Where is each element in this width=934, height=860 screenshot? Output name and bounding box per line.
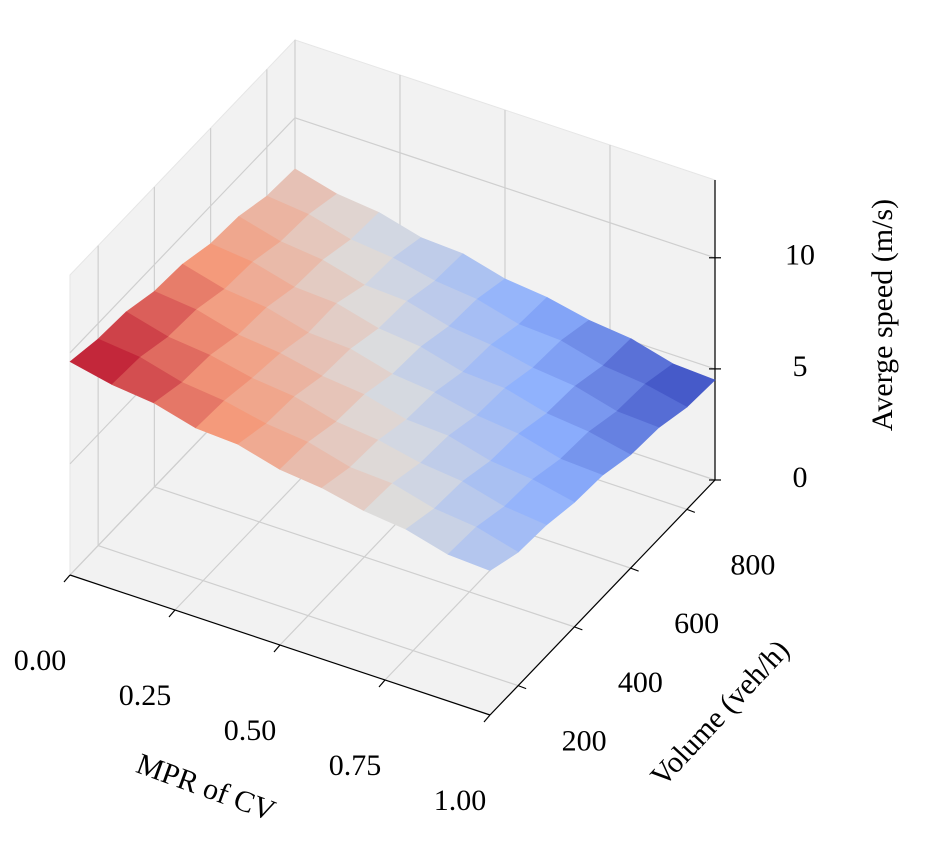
y-tick-label: 800	[730, 548, 775, 581]
x-tick-label: 0.50	[224, 714, 277, 747]
x-tick	[378, 679, 386, 688]
x-tick-label: 0.75	[329, 749, 382, 782]
axes	[63, 180, 721, 723]
x-tick	[63, 574, 71, 583]
y-tick-label: 600	[674, 607, 719, 640]
y-axis-line	[489, 479, 716, 716]
x-axis-title: MPR of CV	[132, 747, 280, 828]
y-tick	[686, 508, 696, 513]
y-tick	[630, 567, 639, 572]
z-tick-label: 5	[793, 350, 808, 383]
x-tick	[168, 609, 176, 618]
y-tick-label: 200	[562, 725, 607, 758]
y-axis-title: Volume (veh/h)	[644, 634, 796, 793]
surface	[69, 168, 716, 571]
x-tick-label: 1.00	[434, 784, 487, 817]
x-tick-label: 0.00	[14, 644, 67, 677]
y-tick-label: 400	[618, 666, 663, 699]
x-tick-label: 0.25	[119, 679, 172, 712]
z-tick-label: 0	[793, 461, 808, 494]
z-tick-label: 10	[785, 239, 815, 272]
x-tick	[483, 714, 491, 723]
grid-line	[69, 117, 716, 354]
x-tick	[273, 644, 281, 653]
z-axis-title: Averge speed (m/s)	[866, 199, 899, 431]
y-tick	[517, 685, 527, 690]
surface-patch	[447, 526, 519, 571]
y-tick	[574, 626, 583, 631]
